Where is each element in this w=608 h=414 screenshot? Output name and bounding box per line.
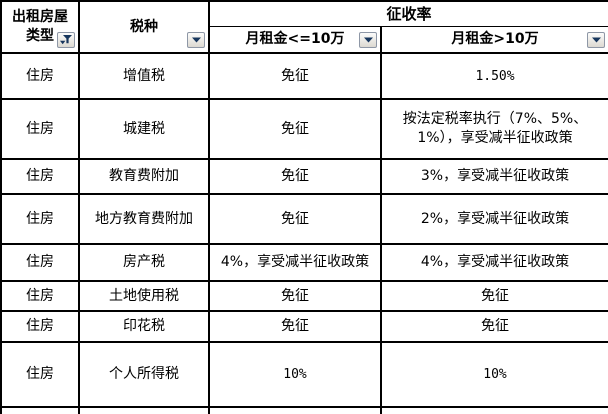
cell-tax-kind[interactable]: 增值税 <box>78 52 210 100</box>
cell-rate-low[interactable]: 免征 <box>208 310 382 343</box>
cell-rate-high[interactable]: 免征 <box>379 310 608 343</box>
cell-housing-type[interactable]: 住房 <box>0 52 80 100</box>
cell-rate-low[interactable]: 免征 <box>208 52 382 100</box>
cell-text: 免征 <box>481 287 509 304</box>
header-rate-low-label: 月租金<=10万 <box>245 30 345 47</box>
cell-text: 住房 <box>26 287 54 304</box>
cell-housing-type[interactable]: 住房 <box>0 98 80 160</box>
cell-text: 4%，享受减半征收政策 <box>220 254 370 271</box>
cell-text: 3%，享受减半征收政策 <box>420 168 570 185</box>
header-cell-rate-group[interactable]: 征收率 <box>207 0 608 27</box>
cell-empty[interactable] <box>208 406 382 414</box>
cell-text: 免征 <box>281 287 309 304</box>
cell-housing-type[interactable]: 住房 <box>0 280 80 312</box>
table-row: 住房 个人所得税 10% 10% <box>0 341 608 408</box>
cell-text: 1.50% <box>475 68 515 84</box>
header-rate-group-label: 征收率 <box>386 4 432 23</box>
cell-rate-high[interactable]: 按法定税率执行（7%、5%、1%），享受减半征收政策 <box>379 98 608 160</box>
cell-text: 住房 <box>26 67 54 84</box>
filter-dropdown-button-rate-high[interactable] <box>587 32 606 48</box>
header-cell-rate-high[interactable]: 月租金>10万 <box>379 25 608 54</box>
header-cell-rental-type[interactable]: 出租房屋类型 <box>0 0 80 54</box>
header-row-2: 月租金<=10万 月租金>10万 <box>1 25 608 54</box>
table-row-partial <box>0 406 608 414</box>
header-rental-type-label: 出租房屋类型 <box>12 9 68 44</box>
filter-funnel-button[interactable] <box>57 32 75 48</box>
header-tax-kind-label: 税种 <box>130 18 158 35</box>
cell-text: 印花税 <box>123 318 165 335</box>
cell-empty[interactable] <box>379 406 608 414</box>
cell-tax-kind[interactable]: 地方教育费附加 <box>78 193 210 245</box>
cell-text: 免征 <box>281 168 309 185</box>
header-rate-high-label: 月租金>10万 <box>451 30 539 47</box>
cell-text: 住房 <box>26 318 54 335</box>
chevron-down-icon <box>363 37 373 43</box>
cell-text: 住房 <box>26 210 54 227</box>
table-row: 住房 房产税 4%，享受减半征收政策 4%，享受减半征收政策 <box>0 243 608 282</box>
chevron-down-icon <box>591 37 601 43</box>
cell-text: 免征 <box>281 210 309 227</box>
filter-dropdown-button-tax[interactable] <box>187 32 205 48</box>
cell-rate-low[interactable]: 免征 <box>208 98 382 160</box>
cell-rate-low[interactable]: 免征 <box>208 158 382 195</box>
cell-text: 城建税 <box>123 120 165 137</box>
table-row: 住房 地方教育费附加 免征 2%，享受减半征收政策 <box>0 193 608 245</box>
cell-text: 免征 <box>281 318 309 335</box>
cell-text: 房产税 <box>123 254 165 271</box>
cell-tax-kind[interactable]: 房产税 <box>78 243 210 282</box>
cell-text: 个人所得税 <box>109 366 179 383</box>
cell-text: 地方教育费附加 <box>95 210 193 227</box>
cell-rate-low[interactable]: 4%，享受减半征收政策 <box>208 243 382 282</box>
cell-text: 按法定税率执行（7%、5%、1%），享受减半征收政策 <box>402 111 588 146</box>
cell-rate-high[interactable]: 2%，享受减半征收政策 <box>379 193 608 245</box>
cell-text: 增值税 <box>123 67 165 84</box>
cell-empty[interactable] <box>78 406 210 414</box>
cell-tax-kind[interactable]: 印花税 <box>78 310 210 343</box>
chevron-down-icon <box>191 37 201 43</box>
cell-rate-high[interactable]: 免征 <box>379 280 608 312</box>
cell-text: 土地使用税 <box>109 287 179 304</box>
cell-text: 2%，享受减半征收政策 <box>420 210 570 227</box>
cell-housing-type[interactable]: 住房 <box>0 341 80 408</box>
table-row: 住房 土地使用税 免征 免征 <box>0 280 608 312</box>
cell-text: 免征 <box>481 318 509 335</box>
cell-empty[interactable] <box>0 406 80 414</box>
cell-text: 住房 <box>26 120 54 137</box>
table-row: 住房 印花税 免征 免征 <box>0 310 608 343</box>
cell-housing-type[interactable]: 住房 <box>0 158 80 195</box>
table-row: 住房 教育费附加 免征 3%，享受减半征收政策 <box>0 158 608 195</box>
cell-text: 免征 <box>281 120 309 137</box>
cell-tax-kind[interactable]: 个人所得税 <box>78 341 210 408</box>
cell-rate-high[interactable]: 3%，享受减半征收政策 <box>379 158 608 195</box>
cell-rate-low[interactable]: 免征 <box>208 280 382 312</box>
filter-dropdown-button-rate-low[interactable] <box>359 32 377 48</box>
cell-rate-high[interactable]: 10% <box>379 341 608 408</box>
cell-housing-type[interactable]: 住房 <box>0 193 80 245</box>
cell-text: 10% <box>283 367 307 383</box>
cell-tax-kind[interactable]: 城建税 <box>78 98 210 160</box>
cell-text: 教育费附加 <box>109 168 179 185</box>
header-row-1: 出租房屋类型 税种 征收率 <box>0 0 608 54</box>
cell-text: 免征 <box>281 67 309 84</box>
header-cell-rate-low[interactable]: 月租金<=10万 <box>208 25 382 54</box>
cell-text: 10% <box>483 367 507 383</box>
table-row: 住房 增值税 免征 1.50% <box>0 52 608 100</box>
cell-rate-low[interactable]: 10% <box>208 341 382 408</box>
cell-text: 4%，享受减半征收政策 <box>420 254 570 271</box>
cell-rate-high[interactable]: 1.50% <box>379 52 608 100</box>
cell-tax-kind[interactable]: 土地使用税 <box>78 280 210 312</box>
cell-tax-kind[interactable]: 教育费附加 <box>78 158 210 195</box>
cell-rate-high[interactable]: 4%，享受减半征收政策 <box>379 243 608 282</box>
cell-housing-type[interactable]: 住房 <box>0 243 80 282</box>
cell-housing-type[interactable]: 住房 <box>0 310 80 343</box>
cell-text: 住房 <box>26 168 54 185</box>
cell-rate-low[interactable]: 免征 <box>208 193 382 245</box>
cell-text: 住房 <box>26 254 54 271</box>
table-row: 住房 城建税 免征 按法定税率执行（7%、5%、1%），享受减半征收政策 <box>0 98 608 160</box>
cell-text: 住房 <box>26 366 54 383</box>
funnel-filter-icon <box>60 34 72 44</box>
header-cell-tax-kind[interactable]: 税种 <box>78 0 210 54</box>
